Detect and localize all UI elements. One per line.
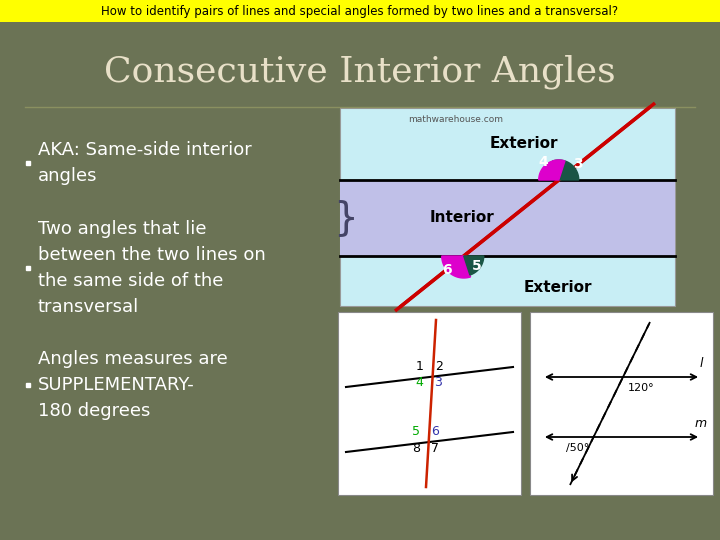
Polygon shape — [464, 256, 484, 275]
Text: 4: 4 — [539, 155, 549, 169]
Text: mathwarehouse.com: mathwarehouse.com — [408, 115, 503, 124]
Bar — [338, 312, 521, 495]
Polygon shape — [539, 160, 565, 180]
Polygon shape — [442, 256, 471, 278]
Text: 120°: 120° — [628, 383, 654, 393]
Text: 8: 8 — [412, 442, 420, 455]
Text: 2: 2 — [435, 360, 443, 373]
Text: Exterior: Exterior — [490, 137, 559, 152]
Bar — [340, 180, 675, 256]
Text: How to identify pairs of lines and special angles formed by two lines and a tran: How to identify pairs of lines and speci… — [102, 4, 618, 17]
Bar — [340, 108, 675, 306]
Text: }: } — [333, 199, 359, 237]
Bar — [530, 312, 713, 495]
Text: Two angles that lie
between the two lines on
the same side of the
transversal: Two angles that lie between the two line… — [38, 220, 266, 315]
Text: 5: 5 — [412, 425, 420, 438]
Text: 6: 6 — [431, 425, 438, 438]
Text: /50°: /50° — [565, 443, 589, 453]
Text: l: l — [699, 357, 703, 370]
Bar — [0, 0, 720, 22]
Text: 1: 1 — [415, 360, 423, 373]
Text: m: m — [695, 417, 707, 430]
Text: Consecutive Interior Angles: Consecutive Interior Angles — [104, 55, 616, 89]
Text: 3: 3 — [433, 376, 441, 389]
Text: 7: 7 — [431, 442, 438, 455]
Text: 4: 4 — [415, 376, 423, 389]
Text: 5: 5 — [472, 259, 482, 273]
Text: 6: 6 — [442, 263, 451, 277]
Text: Angles measures are
SUPPLEMENTARY-
180 degrees: Angles measures are SUPPLEMENTARY- 180 d… — [38, 350, 228, 420]
Polygon shape — [552, 160, 579, 180]
Text: AKA: Same-side interior
angles: AKA: Same-side interior angles — [38, 141, 252, 185]
Text: Exterior: Exterior — [523, 280, 592, 295]
Text: 3: 3 — [572, 157, 582, 171]
Text: Interior: Interior — [430, 211, 495, 226]
